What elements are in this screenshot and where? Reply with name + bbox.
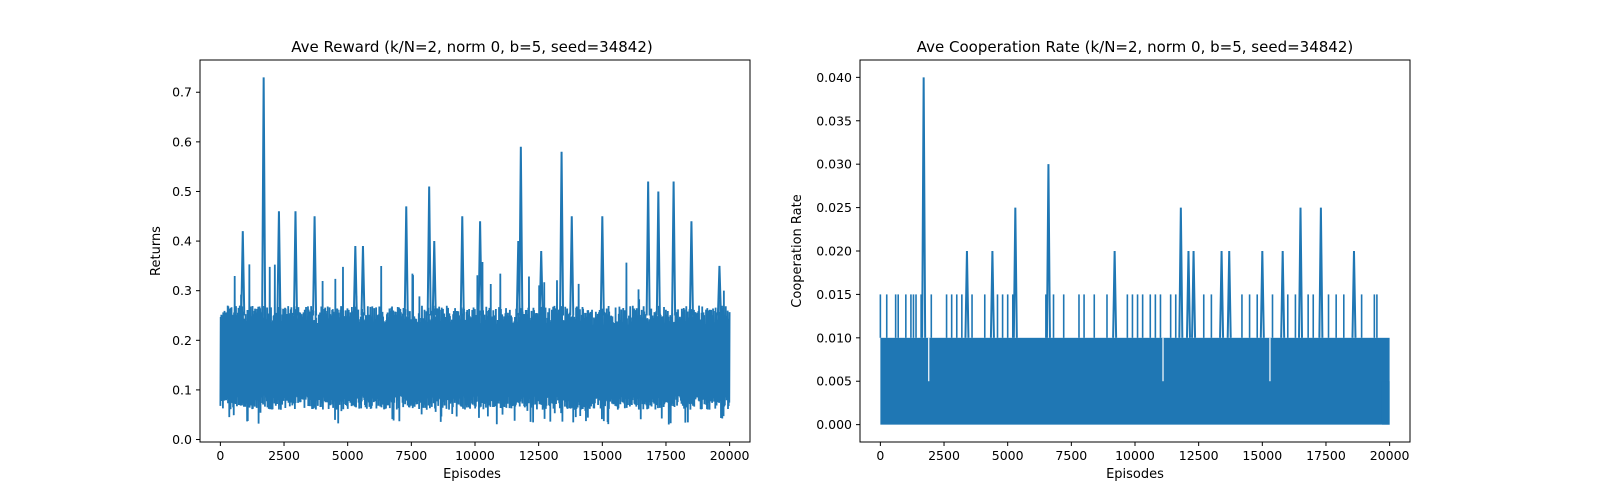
- reward-chart-title: Ave Reward (k/N=2, norm 0, b=5, seed=348…: [291, 38, 653, 56]
- cooperation-peak: [964, 250, 970, 338]
- cooperation-x-tick-label: 2500: [928, 448, 960, 463]
- cooperation-peak: [1318, 207, 1324, 338]
- reward-chart: Ave Reward (k/N=2, norm 0, b=5, seed=348…: [149, 38, 751, 482]
- cooperation-x-ticks: 0 2500 5000 7500 10000 12500 15000 17500 20000: [876, 442, 1410, 463]
- cooperation-y-tick-label: 0.005: [816, 374, 852, 389]
- reward-peak: [459, 216, 465, 316]
- reward-y-axis-label: Returns: [149, 226, 164, 276]
- reward-y-tick-label: 0.4: [172, 234, 192, 249]
- reward-peak: [599, 216, 605, 316]
- reward-x-axis-label: Episodes: [443, 467, 501, 482]
- cooperation-y-tick-label: 0.035: [816, 113, 852, 128]
- reward-peak: [403, 206, 409, 316]
- reward-peak: [655, 191, 661, 316]
- cooperation-y-tick-label: 0.025: [816, 200, 852, 215]
- cooperation-plot-frame: [859, 59, 1411, 443]
- reward-y-tick-label: 0.6: [172, 134, 192, 149]
- reward-peak: [431, 241, 437, 316]
- cooperation-x-tick-label: 12500: [1179, 448, 1219, 463]
- reward-x-tick-label: 12500: [519, 448, 559, 463]
- reward-peak: [559, 151, 565, 316]
- reward-peak: [352, 246, 358, 316]
- reward-peak: [645, 181, 651, 316]
- cooperation-y-tick-label: 0.020: [816, 244, 852, 259]
- cooperation-peak: [1045, 164, 1051, 338]
- reward-y-tick-label: 0.3: [172, 283, 192, 298]
- cooperation-tail: [1381, 381, 1390, 425]
- cooperation-peak: [1259, 250, 1265, 338]
- cooperation-chart-title: Ave Cooperation Rate (k/N=2, norm 0, b=5…: [917, 38, 1353, 56]
- reward-peak: [276, 211, 282, 316]
- cooperation-y-ticks: 0.000 0.005 0.010 0.015 0.020 0.025 0.030 0.035…: [816, 70, 860, 432]
- reward-peak: [292, 211, 298, 316]
- reward-plot-frame: [199, 59, 751, 443]
- cooperation-peak: [921, 77, 927, 338]
- cooperation-y-tick-label: 0.000: [816, 417, 852, 432]
- reward-y-ticks: 0.0 0.1 0.2 0.3 0.4 0.5 0.6 0.7: [172, 85, 200, 447]
- reward-peak: [240, 231, 246, 316]
- reward-peak: [688, 221, 694, 316]
- cooperation-x-tick-label: 20000: [1370, 448, 1410, 463]
- reward-peak: [569, 216, 575, 316]
- cooperation-series-line: [879, 77, 1390, 425]
- reward-series-path: [219, 261, 731, 425]
- reward-x-tick-label: 20000: [710, 448, 750, 463]
- cooperation-x-tick-label: 7500: [1055, 448, 1087, 463]
- cooperation-x-tick-label: 15000: [1242, 448, 1282, 463]
- cooperation-peak: [1226, 250, 1232, 338]
- reward-series-line: [219, 77, 731, 425]
- reward-x-tick-label: 17500: [646, 448, 686, 463]
- cooperation-y-axis-label: Cooperation Rate: [790, 194, 805, 307]
- cooperation-peak: [1012, 207, 1018, 338]
- cooperation-peak: [1280, 250, 1286, 338]
- reward-x-ticks: 0 2500 5000 7500 10000 12500 15000 17500 20000: [216, 442, 750, 463]
- cooperation-peak: [1298, 207, 1304, 338]
- reward-peak: [477, 221, 483, 316]
- reward-y-tick-label: 0.1: [172, 382, 192, 397]
- reward-peak: [312, 216, 318, 316]
- reward-peak: [426, 186, 432, 316]
- cooperation-x-tick-label: 17500: [1306, 448, 1346, 463]
- cooperation-peak: [1191, 250, 1197, 338]
- cooperation-y-tick-label: 0.010: [816, 330, 852, 345]
- reward-x-tick-label: 7500: [395, 448, 427, 463]
- reward-peak: [716, 265, 722, 316]
- reward-peak: [360, 246, 366, 316]
- reward-y-tick-label: 0.2: [172, 333, 192, 348]
- reward-x-tick-label: 10000: [455, 448, 495, 463]
- reward-peak: [671, 181, 677, 316]
- cooperation-y-tick-label: 0.015: [816, 287, 852, 302]
- cooperation-peak: [1219, 250, 1225, 338]
- cooperation-x-tick-label: 10000: [1115, 448, 1155, 463]
- reward-y-tick-label: 0.5: [172, 184, 192, 199]
- reward-peak: [261, 77, 267, 316]
- reward-x-tick-label: 2500: [268, 448, 300, 463]
- reward-y-tick-label: 0.7: [172, 85, 192, 100]
- reward-x-tick-label: 5000: [332, 448, 364, 463]
- cooperation-peak: [1351, 250, 1357, 338]
- cooperation-band: [880, 337, 1390, 425]
- reward-y-tick-label: 0.0: [172, 432, 192, 447]
- cooperation-x-tick-label: 5000: [992, 448, 1024, 463]
- cooperation-chart: Ave Cooperation Rate (k/N=2, norm 0, b=5…: [790, 38, 1411, 482]
- cooperation-y-tick-label: 0.040: [816, 70, 852, 85]
- reward-x-tick-label: 0: [216, 448, 224, 463]
- reward-x-tick-label: 15000: [582, 448, 622, 463]
- cooperation-y-tick-label: 0.030: [816, 157, 852, 172]
- reward-peak: [518, 146, 524, 316]
- cooperation-x-axis-label: Episodes: [1106, 467, 1164, 482]
- cooperation-peak: [1178, 207, 1184, 338]
- cooperation-peak: [1112, 250, 1118, 338]
- cooperation-peak: [1185, 250, 1191, 338]
- cooperation-x-tick-label: 0: [876, 448, 884, 463]
- cooperation-peak: [989, 250, 995, 338]
- reward-peak: [538, 250, 544, 316]
